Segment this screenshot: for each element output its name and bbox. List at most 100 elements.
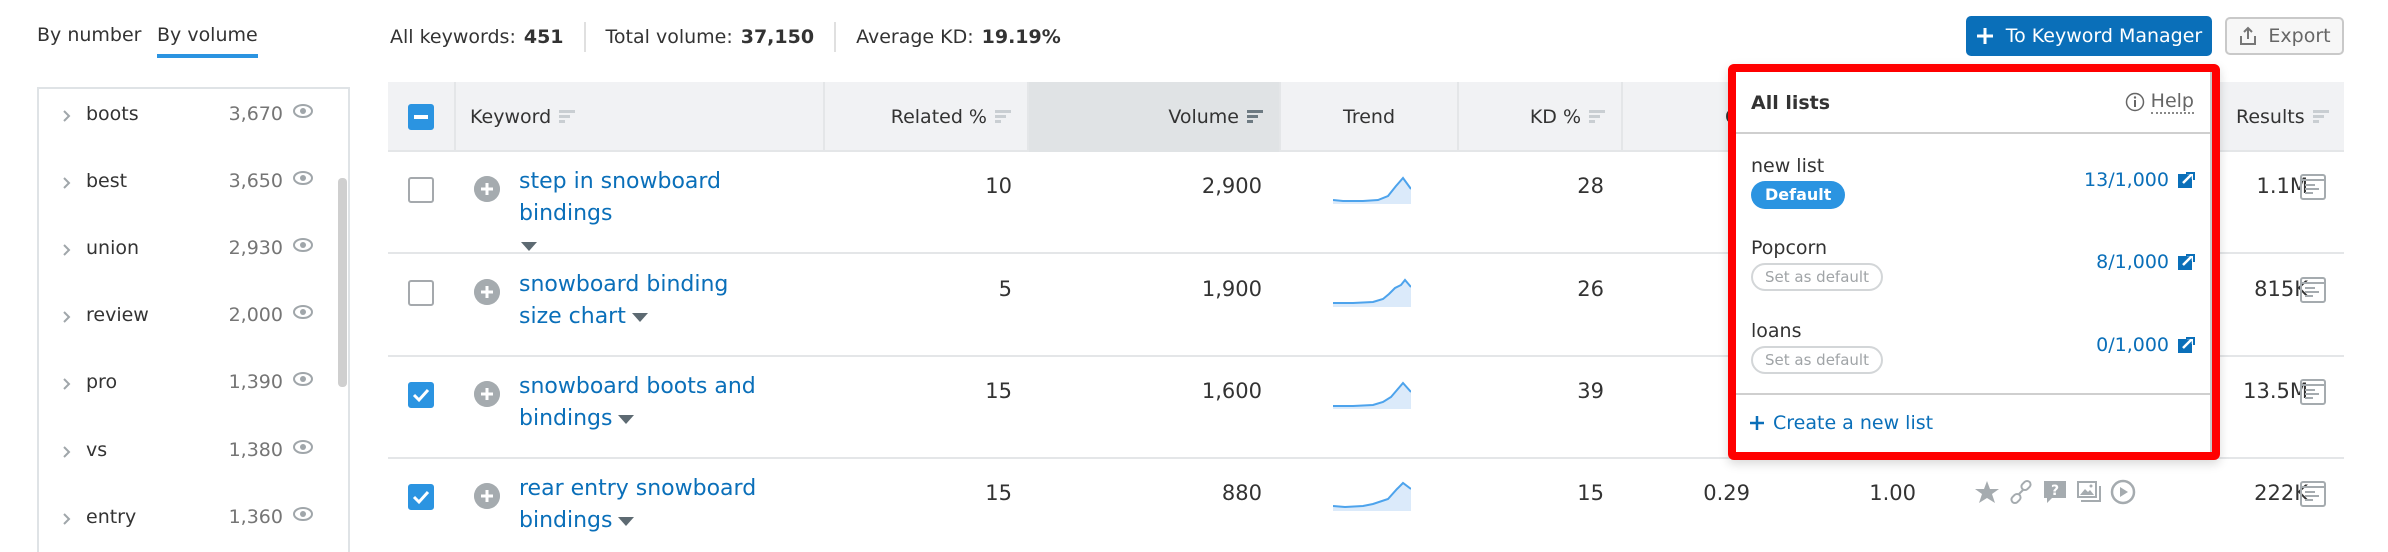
tab-by-volume[interactable]: By volume [157, 24, 258, 58]
group-count: 1,380 [228, 439, 283, 461]
serp-page-icon[interactable] [2300, 481, 2326, 507]
keyword-stats: All keywords: 451 Total volume: 37,150 A… [390, 22, 1061, 52]
list-item-popcorn[interactable]: Popcorn Set as default 8/1,000 [1751, 237, 2195, 307]
popup-body: All lists Help new list Default 13/1,000… [1736, 72, 2212, 452]
row-checkbox[interactable] [408, 382, 434, 408]
keyword-lists-popup: All lists Help new list Default 13/1,000… [1728, 64, 2220, 460]
info-icon [2125, 92, 2144, 112]
sort-icon[interactable] [559, 110, 576, 124]
list-count-link[interactable]: 0/1,000 [2096, 334, 2195, 356]
sort-icon[interactable] [1589, 110, 1605, 124]
create-new-list-link[interactable]: Create a new list [1749, 412, 1933, 434]
help-link[interactable]: Help [2125, 90, 2194, 114]
popup-title: All lists [1751, 92, 1831, 114]
keyword-link[interactable]: rear entry snowboard bindings [519, 473, 769, 537]
images-icon [2077, 481, 2101, 502]
divider [583, 22, 586, 52]
row-checkbox[interactable] [408, 177, 434, 203]
keyword-text: step in snowboard bindings [519, 169, 722, 226]
link-icon [2010, 479, 2032, 505]
keyword-link[interactable]: step in snowboard bindings [519, 166, 809, 262]
sort-desc-icon[interactable] [1247, 110, 1263, 124]
upload-icon [2240, 26, 2257, 45]
list-item-loans[interactable]: loans Set as default 0/1,000 [1751, 320, 2195, 390]
sort-icon[interactable] [2312, 110, 2329, 124]
chevron-right-icon [63, 378, 71, 390]
external-link-icon [2178, 336, 2195, 353]
header-label: KD % [1529, 106, 1581, 128]
all-keywords-label: All keywords: [390, 26, 516, 48]
list-count-link[interactable]: 8/1,000 [2096, 251, 2195, 273]
serp-page-icon[interactable] [2300, 174, 2326, 200]
table-row: step in snowboard bindings 10 2,900 28 1… [388, 152, 2344, 254]
external-link-icon [2178, 171, 2195, 188]
column-header-keyword[interactable]: Keyword [454, 82, 823, 152]
kd-value: 39 [1577, 379, 1604, 403]
group-item-union[interactable]: union 2,930 [39, 231, 339, 271]
minus-icon [414, 115, 428, 119]
caret-down-icon[interactable] [631, 312, 648, 322]
list-item-new-list[interactable]: new list Default 13/1,000 [1751, 155, 2195, 225]
average-kd-label: Average KD: [856, 26, 974, 48]
checkmark-icon [412, 388, 430, 403]
keyword-link[interactable]: snowboard binding size chart [519, 269, 769, 333]
eye-icon[interactable] [293, 504, 313, 524]
header-label: Related % [890, 106, 987, 128]
add-to-list-icon[interactable] [474, 176, 500, 202]
group-item-review[interactable]: review 2,000 [39, 298, 339, 338]
volume-value: 2,900 [1201, 174, 1262, 198]
eye-icon[interactable] [293, 168, 313, 188]
add-to-list-icon[interactable] [474, 381, 500, 407]
to-keyword-manager-label: To Keyword Manager [2005, 25, 2203, 47]
chevron-right-icon [63, 513, 71, 525]
tab-by-number[interactable]: By number [37, 24, 142, 46]
set-as-default-button[interactable]: Set as default [1751, 346, 1883, 374]
column-header-results[interactable]: Results [2224, 82, 2344, 152]
sort-icon[interactable] [995, 110, 1011, 124]
column-header-kd[interactable]: KD % [1457, 82, 1621, 152]
eye-icon[interactable] [293, 101, 313, 121]
caret-down-icon[interactable] [618, 516, 635, 526]
eye-icon[interactable] [293, 437, 313, 457]
question-icon: ? [2044, 481, 2066, 503]
list-count: 13/1,000 [2084, 169, 2169, 191]
svg-text:?: ? [2051, 483, 2059, 499]
default-badge: Default [1751, 181, 1846, 209]
volume-value: 880 [1221, 481, 1262, 505]
eye-icon[interactable] [293, 302, 313, 322]
eye-icon[interactable] [293, 235, 313, 255]
list-count-link[interactable]: 13/1,000 [2084, 169, 2195, 191]
keyword-text: snowboard binding size chart [519, 272, 729, 329]
serp-page-icon[interactable] [2300, 379, 2326, 405]
plus-icon [1750, 416, 1764, 430]
results-value: 13.5M [2243, 379, 2308, 403]
keyword-link[interactable]: snowboard boots and bindings [519, 371, 769, 435]
group-item-best[interactable]: best 3,650 [39, 164, 339, 204]
chevron-right-icon [63, 110, 71, 122]
related-value: 15 [985, 481, 1012, 505]
column-header-related[interactable]: Related % [823, 82, 1027, 152]
caret-down-icon[interactable] [521, 241, 537, 251]
eye-icon[interactable] [293, 369, 313, 389]
column-header-trend: Trend [1279, 82, 1457, 152]
list-name: Popcorn [1751, 237, 1828, 259]
group-count: 1,390 [228, 371, 283, 393]
set-as-default-button[interactable]: Set as default [1751, 263, 1883, 291]
group-item-vs[interactable]: vs 1,380 [39, 433, 339, 473]
add-to-list-icon[interactable] [474, 279, 500, 305]
add-to-list-icon[interactable] [474, 483, 500, 509]
all-keywords-value: 451 [523, 26, 564, 48]
group-item-boots[interactable]: boots 3,670 [39, 97, 339, 137]
group-item-pro[interactable]: pro 1,390 [39, 365, 339, 405]
results-value: 1.1M [2256, 174, 2308, 198]
serp-page-icon[interactable] [2300, 277, 2326, 303]
select-all-checkbox[interactable] [408, 104, 434, 130]
column-header-volume[interactable]: Volume [1027, 82, 1279, 152]
group-item-entry[interactable]: entry 1,360 [39, 500, 339, 540]
to-keyword-manager-button[interactable]: To Keyword Manager [1966, 16, 2212, 56]
row-checkbox[interactable] [408, 484, 434, 510]
caret-down-icon[interactable] [618, 414, 635, 424]
sidebar-scrollbar[interactable] [338, 178, 347, 387]
row-checkbox[interactable] [408, 280, 434, 306]
export-button[interactable]: Export [2225, 17, 2344, 55]
